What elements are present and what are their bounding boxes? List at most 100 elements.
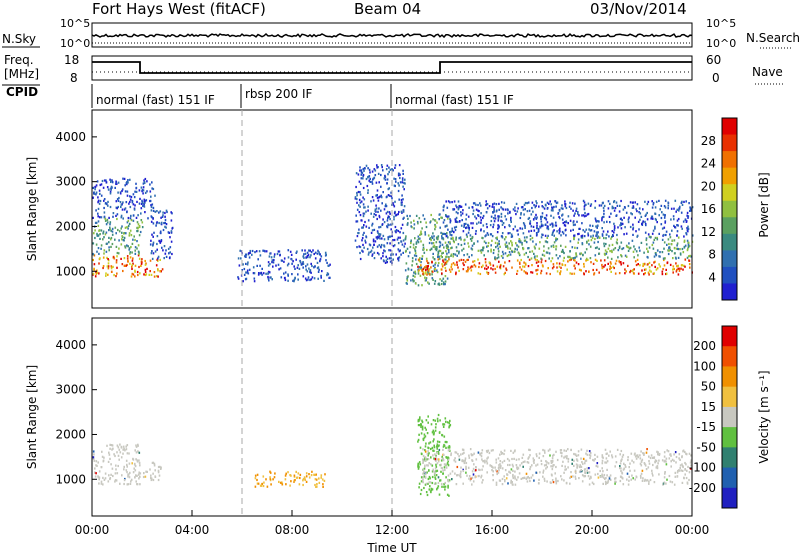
echo-cell <box>545 460 547 463</box>
echo-cell <box>321 270 323 273</box>
echo-cell <box>683 200 685 203</box>
echo-cell <box>314 483 316 487</box>
echo-cell <box>534 258 537 261</box>
echo-cell <box>564 205 567 208</box>
echo-cell <box>438 440 441 444</box>
echo-cell <box>115 214 117 217</box>
echo-cell <box>155 275 158 278</box>
echo-cell <box>158 239 160 242</box>
echo-cell <box>624 268 626 271</box>
echo-cell <box>373 243 375 246</box>
echo-cell <box>687 465 689 468</box>
echo-cell <box>613 200 615 204</box>
echo-cell <box>428 273 431 276</box>
echo-cell <box>144 259 146 263</box>
echo-cell <box>579 465 582 468</box>
echo-cell <box>417 440 419 443</box>
echo-cell <box>120 243 123 246</box>
power-panel-frame <box>91 109 693 309</box>
echo-cell <box>588 450 591 453</box>
echo-cell <box>450 263 453 266</box>
echo-cell <box>397 257 400 260</box>
colorbar-swatch-8 <box>722 250 737 268</box>
echo-cell <box>571 458 574 461</box>
echo-cell <box>355 172 358 175</box>
echo-cell <box>649 236 652 239</box>
echo-cell <box>418 486 420 489</box>
echo-cell <box>615 201 618 204</box>
echo-cell <box>541 212 544 215</box>
echo-cell <box>308 249 310 252</box>
echo-cell <box>157 257 159 260</box>
echo-cell <box>558 232 561 235</box>
echo-cell <box>514 206 516 209</box>
echo-cell <box>121 208 124 211</box>
echo-cell <box>463 451 465 454</box>
echo-cell <box>530 476 533 479</box>
echo-cell <box>486 207 489 210</box>
echo-cell <box>620 227 623 230</box>
echo-cell <box>431 235 433 238</box>
echo-cell <box>271 259 274 262</box>
echo-cell <box>376 245 379 248</box>
echo-cell <box>641 479 644 482</box>
echo-cell <box>127 227 129 230</box>
echo-cell <box>667 204 670 207</box>
echo-cell <box>404 178 406 181</box>
echo-cell <box>475 458 478 461</box>
echo-cell <box>498 215 500 218</box>
echo-cell <box>129 200 131 203</box>
echo-cell <box>363 246 365 249</box>
echo-cell <box>247 252 250 255</box>
echo-cell <box>442 459 445 462</box>
echo-cell <box>552 245 555 248</box>
echo-cell <box>127 473 129 476</box>
echo-cell <box>681 203 684 206</box>
echo-cell <box>138 459 140 462</box>
echo-cell <box>443 263 446 266</box>
echo-cell <box>507 247 509 250</box>
echo-cell <box>274 472 276 475</box>
echo-cell <box>93 232 95 235</box>
echo-cell <box>571 246 574 249</box>
echo-cell <box>392 202 394 205</box>
echo-cell <box>633 245 635 248</box>
echo-cell <box>432 454 434 457</box>
echo-cell <box>103 179 106 182</box>
echo-cell <box>439 479 441 482</box>
echo-cell <box>445 420 447 423</box>
echo-cell <box>358 180 361 183</box>
echo-cell <box>99 199 102 203</box>
echo-cell <box>422 272 424 275</box>
echo-cell <box>422 461 424 464</box>
echo-cell <box>368 179 370 182</box>
echo-cell <box>563 449 565 452</box>
echo-cell <box>508 459 511 462</box>
echo-cell <box>100 194 103 197</box>
echo-cell <box>109 205 112 209</box>
echo-cell <box>449 270 452 273</box>
echo-cell <box>446 206 449 209</box>
echo-cell <box>149 468 151 471</box>
echo-cell <box>143 200 146 203</box>
echo-cell <box>512 473 514 477</box>
echo-cell <box>283 257 286 260</box>
echo-cell <box>670 207 673 210</box>
echo-cell <box>491 235 494 238</box>
echo-cell <box>389 168 392 171</box>
echo-cell <box>277 263 280 266</box>
echo-cell <box>374 240 377 243</box>
echo-cell <box>434 477 437 480</box>
echo-cell <box>422 243 425 246</box>
echo-cell <box>564 245 567 248</box>
xtick-label-6: 00:00 <box>675 523 710 537</box>
station-title: Fort Hays West (fitACF) <box>92 0 266 18</box>
echo-cell <box>116 451 118 454</box>
echo-cell <box>675 455 678 459</box>
echo-cell <box>429 221 431 224</box>
echo-cell <box>647 271 650 274</box>
echo-cell <box>662 268 664 271</box>
echo-cell <box>354 197 357 200</box>
echo-cell <box>390 253 393 256</box>
echo-cell <box>160 240 163 243</box>
